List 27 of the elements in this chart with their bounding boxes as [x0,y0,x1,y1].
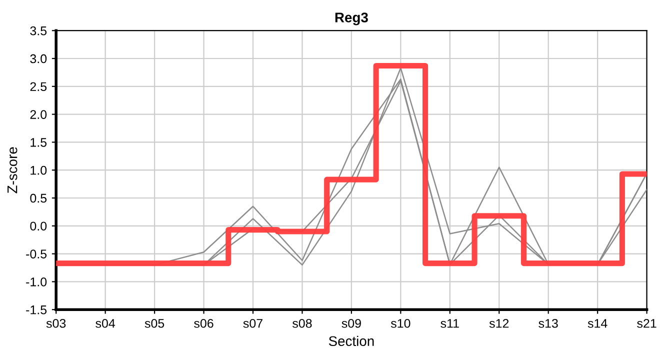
y-axis-title: Z-score [8,147,18,194]
x-tick-label: s05 [144,318,164,328]
y-tick-label: 3.0 [30,54,47,64]
y-tick-label: 1.5 [30,138,47,147]
x-tick-label: s14 [588,319,608,328]
y-tick-label: 2.0 [30,110,47,119]
x-tick-label: s13 [538,318,558,328]
x-tick-label: s08 [292,318,312,328]
x-tick-label: s03 [46,318,66,328]
y-tick-label: -1.5 [26,306,47,314]
x-tick-label: s06 [194,318,214,328]
x-tick-label: s04 [96,318,116,328]
chart-title: Reg3 [335,12,368,26]
x-tick-label: s21 [637,318,656,328]
y-tick-label: 1.0 [30,166,47,175]
y-tick-label: 0.5 [30,194,47,203]
y-tick-label: 0.0 [30,222,47,231]
x-tick-label: s10 [390,318,410,328]
x-axis-title: Section [328,336,374,346]
y-tick-label: 2.5 [30,82,47,92]
x-tick-label: s09 [342,318,361,328]
y-tick-label: -1.0 [26,278,47,286]
x-tick-label: s11 [440,319,459,328]
x-tick-label: s07 [243,318,262,328]
x-tick-label: s12 [489,318,509,328]
y-tick-label: -0.5 [26,250,47,258]
y-tick-label: 3.5 [30,26,47,36]
